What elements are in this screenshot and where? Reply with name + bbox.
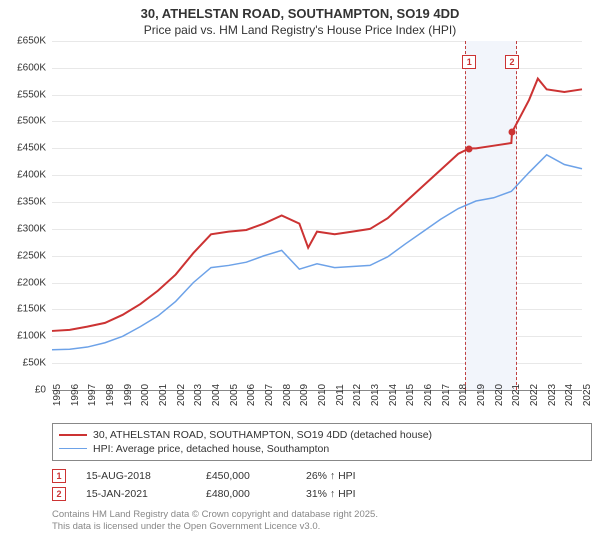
marker-dot xyxy=(509,129,516,136)
x-tick-label: 1995 xyxy=(52,384,63,406)
footer-line-1: Contains HM Land Registry data © Crown c… xyxy=(52,509,592,521)
legend-item: HPI: Average price, detached house, Sout… xyxy=(59,442,585,456)
legend-label: HPI: Average price, detached house, Sout… xyxy=(93,443,329,455)
marker-number: 2 xyxy=(505,55,519,69)
x-tick-label: 2021 xyxy=(511,384,522,406)
marker-dot xyxy=(466,145,473,152)
legend-swatch xyxy=(59,434,87,436)
y-tick-label: £50K xyxy=(23,358,46,369)
y-tick-label: £0 xyxy=(35,384,46,395)
transaction-pct: 26% ↑ HPI xyxy=(306,470,356,482)
y-tick-label: £200K xyxy=(17,277,46,288)
y-tick-label: £300K xyxy=(17,223,46,234)
x-tick-label: 2014 xyxy=(388,384,399,406)
x-tick-label: 2012 xyxy=(352,384,363,406)
x-tick-label: 2023 xyxy=(547,384,558,406)
x-tick-label: 1996 xyxy=(70,384,81,406)
y-tick-label: £350K xyxy=(17,196,46,207)
legend: 30, ATHELSTAN ROAD, SOUTHAMPTON, SO19 4D… xyxy=(52,423,592,461)
x-tick-label: 2002 xyxy=(176,384,187,406)
x-tick-label: 2001 xyxy=(158,384,169,406)
chart-svg xyxy=(52,41,582,390)
y-tick-label: £400K xyxy=(17,170,46,181)
transaction-row: 1 15-AUG-2018£450,00026% ↑ HPI xyxy=(52,467,592,485)
plot-area: £0£50K£100K£150K£200K£250K£300K£350K£400… xyxy=(52,41,582,391)
x-tick-label: 1997 xyxy=(87,384,98,406)
transactions-table: 1 15-AUG-2018£450,00026% ↑ HPI 2 15-JAN-202… xyxy=(52,467,592,503)
x-tick-label: 2011 xyxy=(335,384,346,406)
y-tick-label: £100K xyxy=(17,331,46,342)
x-tick-label: 2020 xyxy=(494,384,505,406)
x-tick-label: 2018 xyxy=(458,384,469,406)
x-tick-label: 2005 xyxy=(229,384,240,406)
x-axis: 1995199619971998199920002001200220032004… xyxy=(52,391,582,419)
series-line xyxy=(52,78,582,330)
transaction-date: 15-AUG-2018 xyxy=(86,470,206,482)
transaction-marker: 2 xyxy=(52,487,66,501)
legend-swatch xyxy=(59,448,87,449)
transaction-marker: 1 xyxy=(52,469,66,483)
chart-title: 30, ATHELSTAN ROAD, SOUTHAMPTON, SO19 4D… xyxy=(0,0,600,23)
y-tick-label: £550K xyxy=(17,89,46,100)
x-tick-label: 2019 xyxy=(476,384,487,406)
x-tick-label: 2007 xyxy=(264,384,275,406)
chart-container: £0 £50K £100K £150K £200K £250K £300K £350K £400… xyxy=(8,41,592,419)
x-tick-label: 2010 xyxy=(317,384,328,406)
x-tick-label: 2008 xyxy=(282,384,293,406)
series-line xyxy=(52,155,582,350)
transaction-row: 2 15-JAN-2021£480,00031% ↑ HPI xyxy=(52,485,592,503)
transaction-date: 15-JAN-2021 xyxy=(86,488,206,500)
y-tick-label: £150K xyxy=(17,304,46,315)
x-tick-label: 2024 xyxy=(564,384,575,406)
x-tick-label: 2009 xyxy=(299,384,310,406)
x-tick-label: 2015 xyxy=(405,384,416,406)
footer-line-2: This data is licensed under the Open Gov… xyxy=(52,521,592,533)
y-tick-label: £600K xyxy=(17,62,46,73)
x-tick-label: 1999 xyxy=(123,384,134,406)
transaction-pct: 31% ↑ HPI xyxy=(306,488,356,500)
transaction-price: £480,000 xyxy=(206,488,306,500)
x-tick-label: 2025 xyxy=(582,384,593,406)
x-tick-label: 1998 xyxy=(105,384,116,406)
x-tick-label: 2003 xyxy=(193,384,204,406)
x-tick-label: 2004 xyxy=(211,384,222,406)
y-tick-label: £650K xyxy=(17,35,46,46)
x-tick-label: 2016 xyxy=(423,384,434,406)
y-tick-label: £500K xyxy=(17,116,46,127)
y-tick-label: £250K xyxy=(17,250,46,261)
transaction-price: £450,000 xyxy=(206,470,306,482)
legend-item: 30, ATHELSTAN ROAD, SOUTHAMPTON, SO19 4D… xyxy=(59,428,585,442)
y-tick-label: £450K xyxy=(17,143,46,154)
x-tick-label: 2000 xyxy=(140,384,151,406)
x-tick-label: 2017 xyxy=(441,384,452,406)
x-tick-label: 2006 xyxy=(246,384,257,406)
y-axis: £0£50K£100K£150K£200K£250K£300K£350K£400… xyxy=(8,41,50,390)
chart-subtitle: Price paid vs. HM Land Registry's House … xyxy=(0,23,600,41)
x-tick-label: 2013 xyxy=(370,384,381,406)
legend-label: 30, ATHELSTAN ROAD, SOUTHAMPTON, SO19 4D… xyxy=(93,429,432,441)
footer: Contains HM Land Registry data © Crown c… xyxy=(52,509,592,534)
x-tick-label: 2022 xyxy=(529,384,540,406)
marker-number: 1 xyxy=(462,55,476,69)
